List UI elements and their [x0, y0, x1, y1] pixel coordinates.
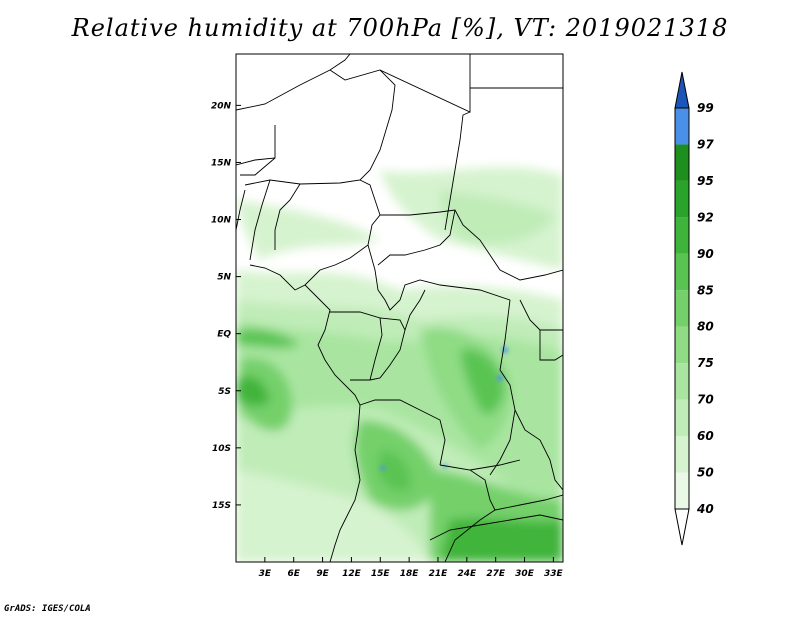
colorbar-box [675, 217, 689, 254]
colorbar-box [675, 144, 689, 181]
lon-label: 9E [316, 569, 329, 579]
colorbar-box [675, 290, 689, 327]
lon-label: 6E [287, 569, 300, 579]
lon-label: 27E [486, 569, 506, 579]
country-borders [236, 54, 563, 562]
colorbar-low-triangle [674, 508, 690, 546]
lon-label: 33E [544, 569, 564, 579]
colorbar-label: 85 [697, 283, 714, 297]
colorbar-box [675, 326, 689, 364]
colorbar: 40 50 60 70 75 80 85 90 92 95 97 99 [674, 71, 714, 546]
lat-label: 5N [217, 273, 231, 283]
lat-label: 5S [218, 387, 231, 397]
colorbar-box [675, 472, 689, 509]
grads-credit: GrADS: IGES/COLA [4, 604, 91, 614]
lon-label: 18E [400, 569, 420, 579]
map-frame [235, 53, 564, 563]
colorbar-label: 92 [697, 210, 714, 224]
colorbar-box [675, 253, 689, 291]
chart-title: Relative humidity at 700hPa [%], VT: 201… [71, 14, 729, 42]
latitude-axis: 20N 15N 10N 5N EQ 5S 10S 15S [211, 101, 241, 511]
lat-label: 10N [211, 216, 232, 226]
colorbar-label: 95 [697, 174, 714, 188]
lat-label: 10S [212, 444, 231, 454]
lat-label: 20N [211, 101, 232, 111]
colorbar-label: 99 [697, 101, 714, 115]
colorbar-box [675, 108, 689, 145]
lat-label: EQ [217, 330, 231, 340]
colorbar-box [675, 180, 689, 218]
lon-label: 24E [457, 569, 477, 579]
colorbar-label: 40 [696, 502, 714, 516]
colorbar-label: 90 [697, 247, 714, 261]
colorbar-box [675, 436, 689, 473]
colorbar-label: 60 [697, 429, 714, 443]
humidity-field [236, 54, 563, 562]
lon-label: 3E [259, 569, 272, 579]
lon-label: 21E [429, 569, 449, 579]
colorbar-label: 80 [697, 320, 714, 334]
lat-label: 15N [211, 158, 232, 168]
colorbar-label: 70 [697, 393, 714, 407]
colorbar-box [675, 363, 689, 400]
colorbar-high-triangle [674, 71, 690, 109]
colorbar-label: 75 [697, 356, 714, 370]
colorbar-frame [674, 107, 690, 510]
colorbar-box [675, 399, 689, 437]
lat-label: 15S [212, 501, 231, 511]
lon-label: 15E [371, 569, 391, 579]
colorbar-label: 50 [697, 466, 714, 480]
colorbar-label: 97 [697, 137, 714, 151]
longitude-axis: 3E 6E 9E 12E 15E 18E 21E 24E 27E 30E 33E [259, 557, 564, 579]
lon-label: 12E [342, 569, 362, 579]
lon-label: 30E [515, 569, 535, 579]
